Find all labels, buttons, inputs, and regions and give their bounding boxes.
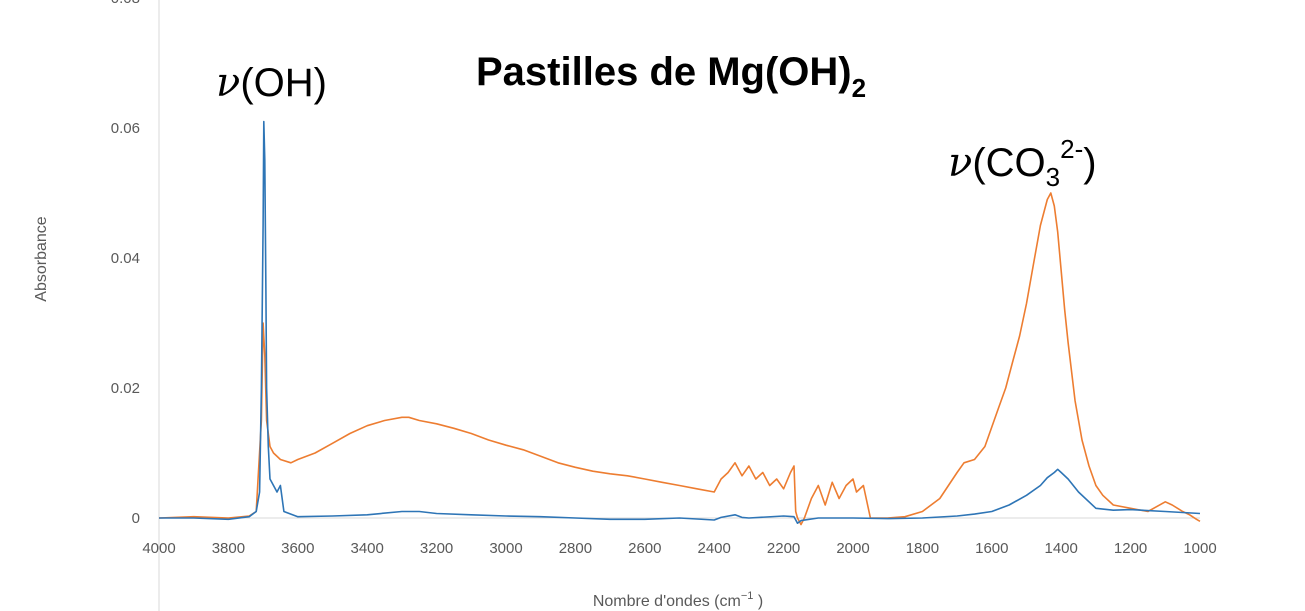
- series-line-2: [159, 120, 1201, 525]
- y-tick-label: 0.02: [111, 380, 140, 397]
- x-tick-label: 2800: [559, 540, 592, 557]
- x-tick-label: 1200: [1114, 540, 1147, 557]
- x-tick-label: 3400: [351, 540, 384, 557]
- series-layer: [158, 120, 1201, 526]
- x-tick-label: 1400: [1045, 540, 1078, 557]
- x-tick-label: 1600: [975, 540, 1008, 557]
- x-tick-label: 3800: [212, 540, 245, 557]
- annotation-oh: ν(OH): [216, 60, 327, 106]
- x-tick-label: 2600: [628, 540, 661, 557]
- x-axis-title: Nombre d'ondes (cm−1 ): [593, 590, 763, 610]
- y-axis-title: Absorbance: [33, 216, 50, 301]
- x-tick-label: 3600: [281, 540, 314, 557]
- series-line-1: [158, 192, 1201, 526]
- x-tick-label: 4000: [142, 540, 175, 557]
- x-tick-label: 1800: [906, 540, 939, 557]
- x-axis-title-exponent: −1: [741, 590, 754, 602]
- x-tick-label: 2000: [836, 540, 869, 557]
- x-tick-label: 1000: [1183, 540, 1216, 557]
- y-tick-label: 0.04: [111, 250, 140, 267]
- y-tick-labels: 0 0.02 0.04 0.06 0.08: [111, 0, 140, 527]
- y-tick-label: 0.06: [111, 120, 140, 137]
- x-tick-label: 3000: [489, 540, 522, 557]
- annotation-co3-subscript: 3: [1046, 162, 1060, 192]
- chart-title: Pastilles de Mg(OH)2: [476, 50, 866, 103]
- annotation-co3-superscript: 2-: [1060, 134, 1083, 164]
- x-tick-labels: 4000 3800 3600 3400 3200 3000 2800 2600 2400 2200…: [142, 540, 1216, 557]
- x-tick-label: 2200: [767, 540, 800, 557]
- x-tick-label: 2400: [698, 540, 731, 557]
- x-tick-label: 3200: [420, 540, 453, 557]
- annotation-co3: ν(CO32-): [948, 134, 1097, 192]
- chart-title-subscript: 2: [852, 73, 866, 103]
- y-tick-label: 0.08: [111, 0, 140, 7]
- y-tick-label: 0: [132, 510, 140, 527]
